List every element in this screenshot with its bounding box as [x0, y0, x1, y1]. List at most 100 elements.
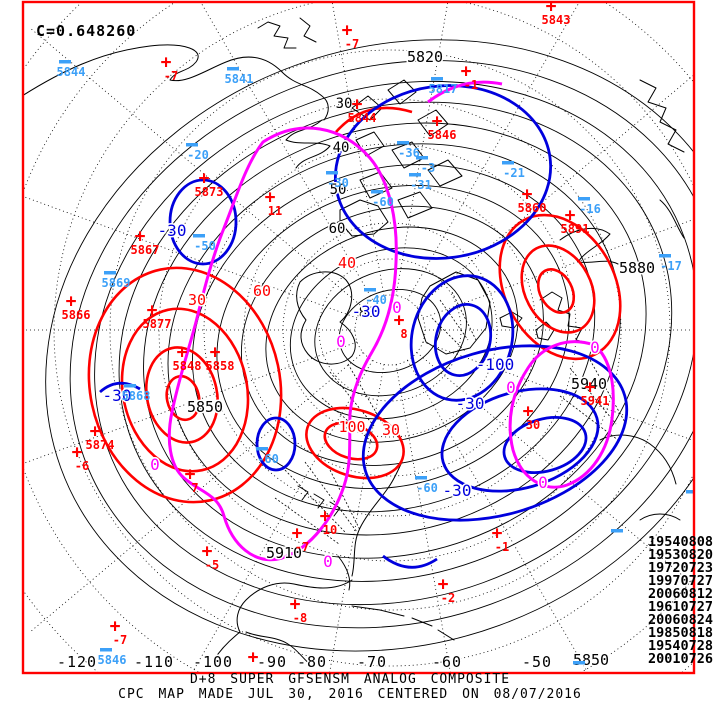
minus-marker-icon [100, 648, 112, 652]
station-value-negative: -3 [421, 161, 435, 175]
minus-marker-icon [371, 190, 383, 194]
station-value-negative: -21 [503, 166, 525, 180]
east-asia-coast [639, 79, 685, 239]
plus-marker-icon: + [522, 184, 533, 205]
positive-anomaly-label: 30 [188, 291, 206, 309]
labrador-terrain [321, 363, 385, 443]
meridian-line [422, 341, 694, 442]
station-value-negative: -31 [410, 178, 432, 192]
station-value-positive: 5844 [348, 111, 377, 125]
negative-anomaly-label: -30 [352, 302, 381, 321]
caption-line1: D+8 SUPER GFSENSM ANALOG COMPOSITE [189, 672, 511, 687]
analog-date: 19610727 [647, 599, 713, 615]
negative-contour [361, 344, 629, 522]
negative-contour [99, 381, 141, 394]
minus-marker-icon [659, 254, 671, 258]
station-value-positive: -7 [345, 37, 359, 51]
station-value-positive: -7 [113, 633, 127, 647]
minus-marker-icon [502, 161, 514, 165]
plus-marker-icon: + [438, 574, 449, 595]
plus-marker-icon: + [72, 442, 83, 463]
station-value-negative: -60 [372, 195, 394, 209]
plus-marker-icon: + [546, 0, 557, 17]
plus-marker-icon: + [492, 523, 503, 544]
station-value-positive: 5874 [86, 438, 115, 452]
central-america [245, 631, 313, 667]
station-value-negative: -50 [194, 239, 216, 253]
meridian-line [23, 195, 358, 319]
minus-marker-icon [124, 384, 136, 388]
station-value-negative: 5868 [122, 389, 151, 403]
station-value-positive: -1 [495, 540, 509, 554]
analog-date: 19540728 [647, 638, 713, 654]
negative-contour [168, 178, 238, 266]
meridian-line [422, 218, 694, 319]
height-contour-ring [216, 184, 570, 490]
florida [337, 555, 351, 591]
plus-marker-icon: + [147, 300, 158, 321]
correlation-value: C=0.648260 [36, 22, 137, 40]
station-value-negative: 5846 [98, 653, 127, 667]
analog-date: 20060824 [647, 612, 713, 628]
station-value-negative: -60 [257, 452, 279, 466]
scandinavia [559, 227, 619, 265]
minus-marker-icon [326, 171, 338, 175]
plus-marker-icon: + [265, 187, 276, 208]
negative-anomaly-contours [99, 84, 629, 569]
caption-line2: CPC MAP MADE JUL 30, 2016 CENTERED ON 08… [118, 687, 582, 702]
station-value-positive: 5873 [195, 185, 224, 199]
negative-anomaly-label: -100 [476, 355, 515, 374]
latitude-label: 40 [333, 140, 350, 156]
analog-date: 19540808 [647, 534, 713, 550]
plus-marker-icon: + [202, 541, 213, 562]
plus-marker-icon: + [66, 291, 77, 312]
plus-marker-icon: + [565, 205, 576, 226]
station-value-negative: -16 [579, 202, 601, 216]
minus-marker-icon [193, 234, 205, 238]
plus-marker-icon: + [185, 464, 196, 485]
station-value-negative: 5841 [225, 72, 254, 86]
plus-marker-icon: + [90, 421, 101, 442]
greenland-terrain [431, 291, 477, 353]
station-value-positive: 10 [323, 523, 337, 537]
latitude-label: 60 [329, 221, 346, 237]
positive-anomaly-label: 30 [382, 421, 400, 439]
negative-anomaly-label: -30 [456, 394, 485, 413]
meridian-line [416, 74, 694, 308]
us-east-coast [351, 461, 403, 577]
hudson-bay [296, 271, 356, 365]
station-value-negative: -17 [660, 259, 682, 273]
height-label: 5820 [407, 48, 443, 66]
longitude-label: -80 [297, 653, 327, 671]
minus-marker-icon [227, 67, 239, 71]
station-value-positive: -6 [75, 459, 89, 473]
minus-marker-icon [416, 156, 428, 160]
positive-anomaly-label: 100 [338, 418, 365, 436]
longitude-axis-labels: -120 -110 -100 -90 -80 -70 -60 -50 [55, 652, 552, 673]
plus-marker-icon: + [394, 310, 405, 331]
station-value-positive: 5843 [542, 13, 571, 27]
meridian-line [329, 364, 385, 673]
plus-marker-icon: + [248, 647, 259, 668]
analog-date: 19850818 [647, 625, 713, 641]
zero-anomaly-label: 0 [506, 378, 516, 397]
positive-contour [165, 374, 201, 422]
station-value-positive: 5 [705, 476, 712, 490]
zero-anomaly-label: 0 [538, 473, 548, 492]
negative-contour [433, 303, 493, 377]
longitude-label: -70 [357, 653, 387, 671]
station-value-positive: -2 [441, 591, 455, 605]
meridian-line [395, 2, 449, 296]
bering-coastline [285, 119, 331, 169]
positive-anomaly-label: 40 [338, 254, 356, 272]
station-value-negative: -30 [327, 176, 349, 190]
station-value-positive: -1 [464, 78, 478, 92]
minus-marker-icon [415, 476, 427, 480]
minus-marker-icon [686, 490, 694, 494]
plus-marker-icon: + [432, 111, 443, 132]
positive-contour [323, 421, 379, 461]
